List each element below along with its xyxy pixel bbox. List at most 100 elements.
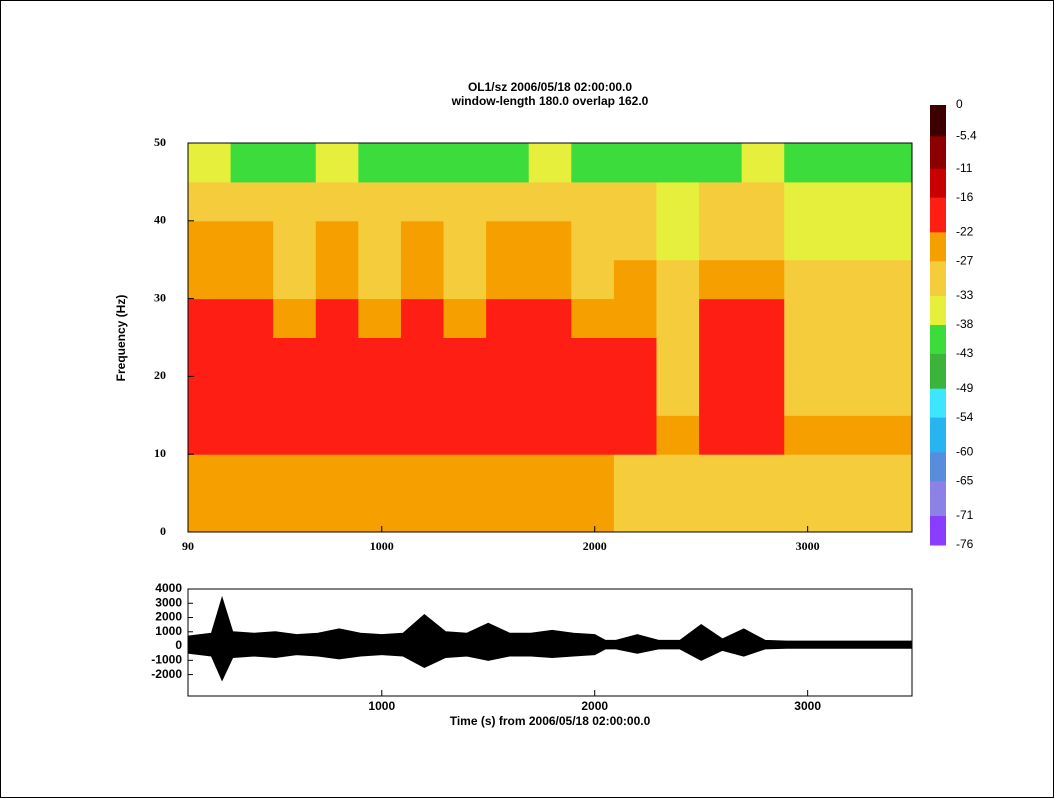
heatmap-cell <box>656 220 700 261</box>
colorbar-label: -33 <box>956 288 974 302</box>
heatmap-cell <box>443 259 487 300</box>
heatmap-cell <box>400 259 445 300</box>
heatmap-cell <box>188 415 232 455</box>
heatmap-cell <box>613 337 657 377</box>
heatmap-cell <box>273 493 317 533</box>
heatmap-cell <box>528 220 572 261</box>
heatmap-cell <box>528 181 572 222</box>
heatmap-cell <box>699 337 743 377</box>
heatmap-cell <box>656 493 700 533</box>
heatmap-cell <box>486 298 530 338</box>
heatmap-cell <box>784 181 828 222</box>
heatmap-cell <box>443 143 487 183</box>
heatmap-cell <box>486 376 530 416</box>
heatmap-cell <box>400 143 445 183</box>
heatmap-cell <box>656 181 700 222</box>
heatmap-cell <box>486 220 530 261</box>
heatmap-cell <box>315 337 359 377</box>
x-tick-label: 2000 <box>583 539 607 553</box>
heatmap-cell <box>699 376 743 416</box>
heatmap-cell <box>188 376 232 416</box>
colorbar-label: -38 <box>956 317 974 331</box>
heatmap-cell <box>400 376 445 416</box>
y-tick-label: 3000 <box>155 595 182 609</box>
heatmap-cell <box>656 415 700 455</box>
heatmap-cell <box>826 298 870 338</box>
colorbar-label: -49 <box>956 381 974 395</box>
heatmap-cell <box>784 337 828 377</box>
heatmap-cell <box>486 143 530 183</box>
heatmap-cell <box>400 220 445 261</box>
y-tick-label: 0 <box>160 524 166 538</box>
heatmap-cell <box>613 415 657 455</box>
heatmap-cell <box>826 181 870 222</box>
colorbar-band <box>930 168 946 199</box>
heatmap-cell <box>188 337 232 377</box>
heatmap-cell <box>230 376 274 416</box>
waveform <box>187 595 913 682</box>
heatmap-cell <box>273 298 317 338</box>
heatmap-cell <box>869 337 913 377</box>
heatmap-cell <box>699 298 743 338</box>
chart-subtitle: window-length 180.0 overlap 162.0 <box>451 94 649 108</box>
heatmap-cell <box>656 337 700 377</box>
colorbar-band <box>930 197 946 233</box>
heatmap-cell <box>528 143 572 183</box>
y-tick-label: 30 <box>154 290 166 304</box>
y-tick-label: 40 <box>154 213 166 227</box>
heatmap-cell <box>188 143 232 183</box>
heatmap-cell <box>315 220 359 261</box>
heatmap-cell <box>358 220 402 261</box>
colorbar-band <box>930 261 946 297</box>
heatmap-cell <box>358 298 402 338</box>
heatmap-cell <box>869 415 913 455</box>
heatmap-cell <box>826 376 870 416</box>
x-tick-label: 3000 <box>796 539 820 553</box>
heatmap-cell <box>571 220 615 261</box>
heatmap-cell <box>315 454 359 494</box>
heatmap-cell <box>613 454 657 494</box>
heatmap-cell <box>358 454 402 494</box>
heatmap-cell <box>784 143 828 183</box>
heatmap-cell <box>571 181 615 222</box>
heatmap-cell <box>273 376 317 416</box>
colorbar-band <box>930 388 946 419</box>
heatmap-cell <box>188 259 232 300</box>
heatmap-cell <box>443 415 487 455</box>
heatmap-cell <box>486 415 530 455</box>
x-tick-label: 2000 <box>581 699 608 713</box>
heatmap-cell <box>315 376 359 416</box>
heatmap-cell <box>273 143 317 183</box>
heatmap-cell <box>699 181 743 222</box>
heatmap-cell <box>486 493 530 533</box>
colorbar-label: -5.4 <box>956 128 977 142</box>
heatmap-cell <box>826 143 870 183</box>
heatmap-cell <box>315 259 359 300</box>
heatmap-cell <box>613 298 657 338</box>
x-tick-label: 90 <box>182 539 194 553</box>
heatmap-cell <box>869 259 913 300</box>
heatmap-cell <box>656 143 700 183</box>
colorbar-band <box>930 353 946 390</box>
heatmap-cell <box>315 298 359 338</box>
heatmap-cell <box>613 493 657 533</box>
y-tick-label: 0 <box>175 638 182 652</box>
heatmap-cell <box>741 143 785 183</box>
heatmap-cell <box>486 259 530 300</box>
heatmap-cell <box>699 454 743 494</box>
heatmap-cell <box>443 337 487 377</box>
heatmap-cell <box>699 259 743 300</box>
heatmap-cell <box>571 143 615 183</box>
colorbar-label: -43 <box>956 346 974 360</box>
heatmap-cell <box>528 337 572 377</box>
heatmap-cell <box>400 181 445 222</box>
heatmap-cell <box>741 493 785 533</box>
heatmap-cell <box>741 415 785 455</box>
colorbar-label: -60 <box>956 445 974 459</box>
colorbar-band <box>930 136 946 170</box>
heatmap-cell <box>528 454 572 494</box>
heatmap-cell <box>826 454 870 494</box>
heatmap-cell <box>613 181 657 222</box>
heatmap-cell <box>188 454 232 494</box>
